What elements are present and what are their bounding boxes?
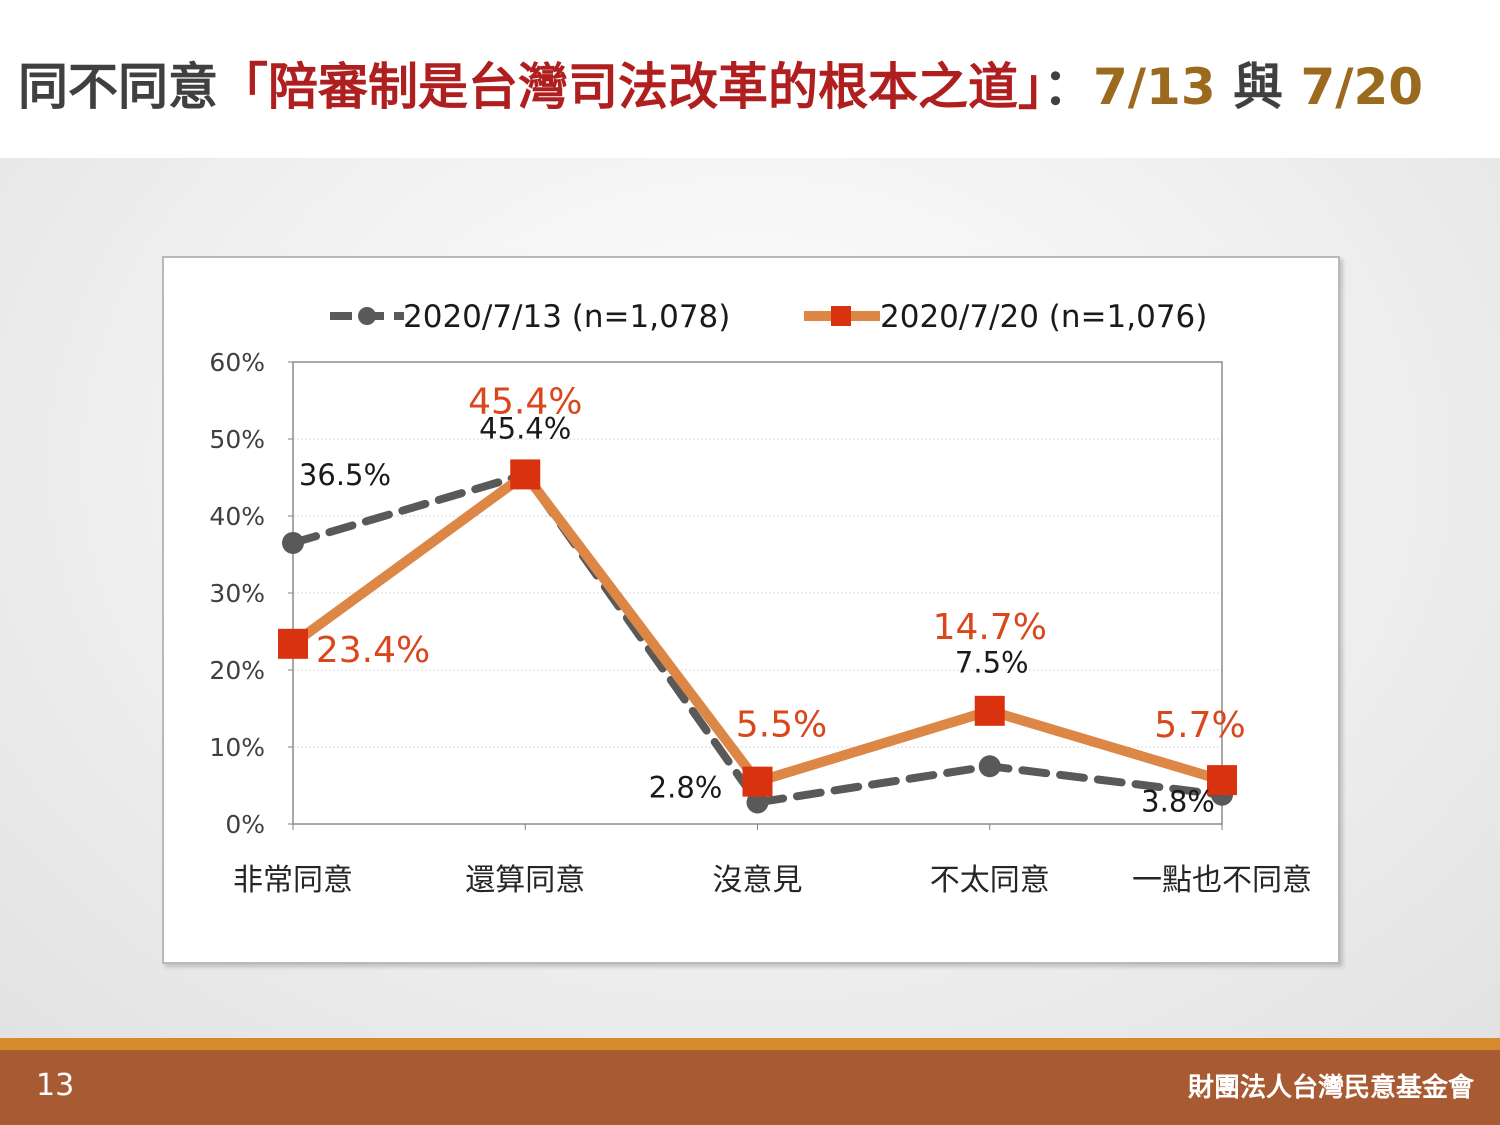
data-point-0713 [746,791,769,814]
footer-bar: 13 財團法人台灣民意基金會 [0,1050,1500,1125]
legend-label-0713: 2020/7/13 (n=1,078) [403,299,730,335]
data-point-0713 [282,531,304,554]
data-point-0720 [1207,765,1237,796]
y-tick-label: 50% [209,425,265,454]
data-point-0713 [978,755,1001,778]
data-point-0720 [974,695,1005,726]
series-line-0713 [289,469,1226,807]
title-date-1: 7/13 [1093,58,1216,116]
data-label-0713: 36.5% [299,458,391,492]
x-category-label: 非常同意 [233,863,353,898]
data-label-0720: 23.4% [316,630,430,671]
y-tick-label: 60% [209,348,265,377]
data-label-0713: 45.4% [479,411,571,445]
legend-label-0720: 2020/7/20 (n=1,076) [880,299,1207,335]
line-chart: 0% 10% 20% 30% 40% 50% 60% 非常同意 還算同意 沒意見 不太同意 一點也不同… [209,299,1312,898]
data-label-0720: 5.5% [736,705,827,746]
x-category-label: 還算同意 [465,863,585,898]
data-label-0720: 5.7% [1154,705,1245,746]
legend-marker-0713 [358,307,376,325]
title-prefix: 同不同意 [18,58,218,116]
page-title: 同不同意「陪審制是台灣司法改革的根本之道」：7/13 與 7/20 [18,52,1423,122]
title-bar: 同不同意「陪審制是台灣司法改革的根本之道」：7/13 與 7/20 [0,0,1500,158]
legend-marker-0720 [831,306,851,326]
data-point-0720 [742,766,773,797]
y-tick-label: 10% [209,733,265,762]
data-label-0720: 14.7% [933,607,1047,648]
title-and: 與 [1215,58,1301,116]
data-label-0720: 45.4% [468,381,582,422]
data-label-0713: 3.8% [1141,785,1215,819]
y-tick-label: 30% [209,579,265,608]
title-colon: ： [1043,58,1093,116]
x-category-label: 不太同意 [930,863,1050,898]
organization-name: 財團法人台灣民意基金會 [1187,1073,1474,1103]
y-tick-label: 20% [209,656,265,685]
data-label-0713: 2.8% [649,770,723,804]
chart-panel: 0% 10% 20% 30% 40% 50% 60% 非常同意 還算同意 沒意見 不太同意 一點也不同… [162,256,1340,964]
y-tick-label: 40% [209,502,265,531]
y-tick-label: 0% [225,810,265,839]
data-point-0720 [510,459,541,490]
title-date-2: 7/20 [1300,58,1424,116]
data-label-0713: 7.5% [955,645,1029,679]
x-category-label: 沒意見 [713,863,803,898]
title-quote: 「陪審制是台灣司法改革的根本之道」 [218,58,1043,116]
x-category-label: 一點也不同意 [1132,863,1312,898]
data-point-0720 [278,628,308,659]
page-number: 13 [36,1068,75,1103]
footer-accent-line [0,1038,1500,1050]
